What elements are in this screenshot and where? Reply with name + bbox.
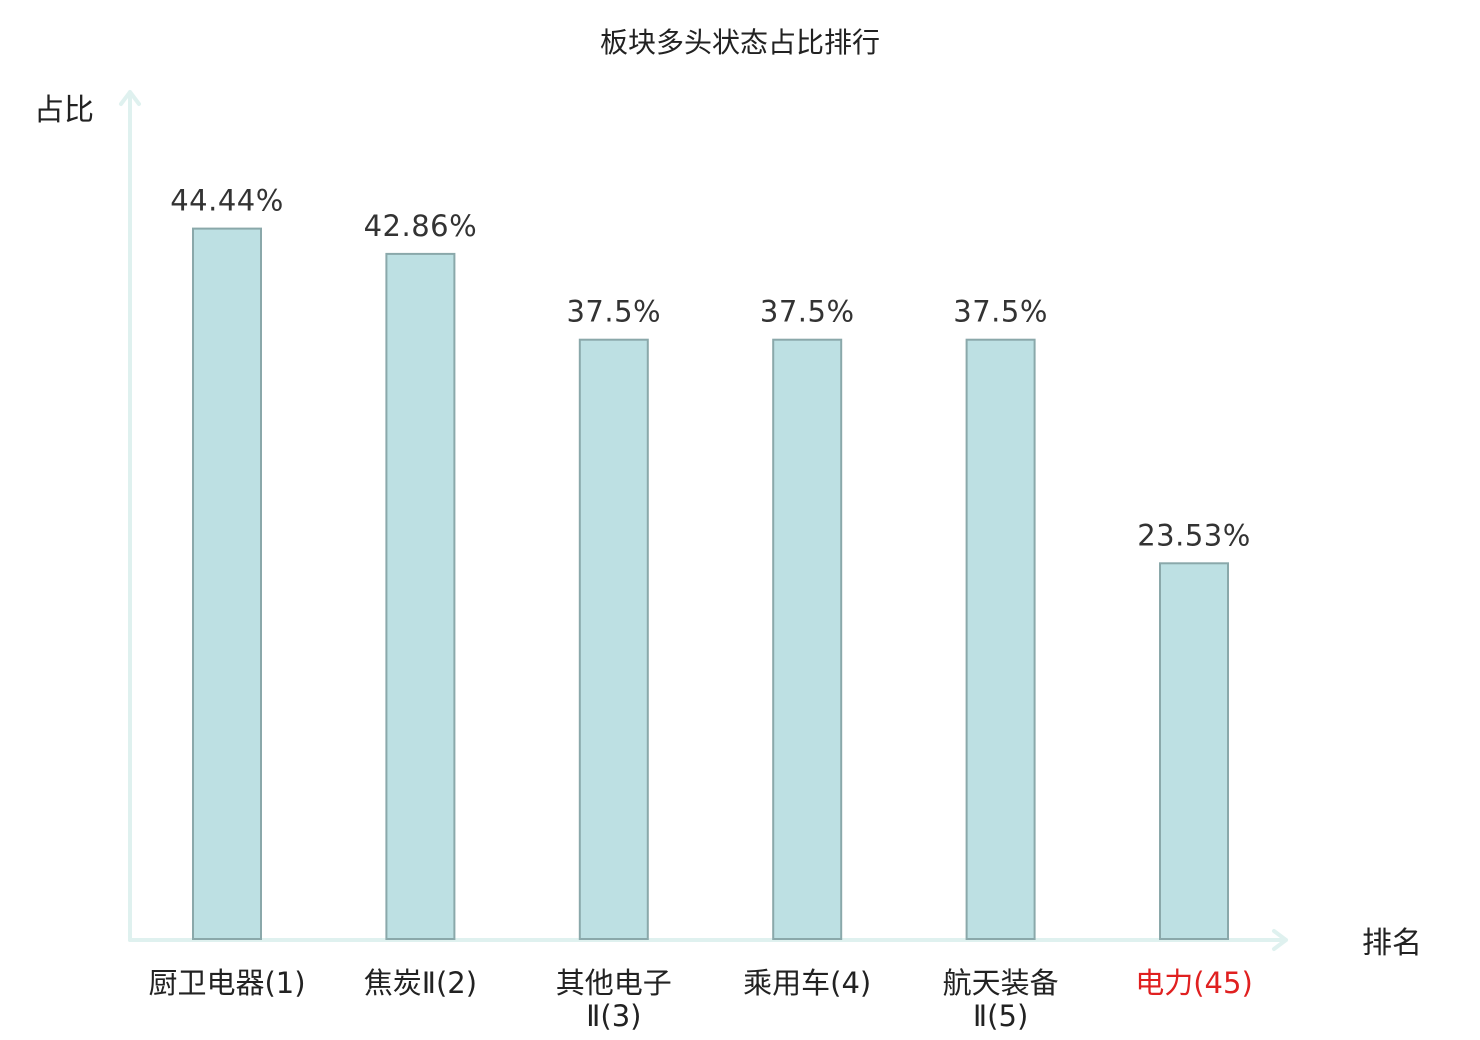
value-label-4: 37.5% <box>760 295 855 329</box>
chart-title: 板块多头状态占比排行 <box>600 26 880 59</box>
category-label-1: 厨卫电器(1) <box>148 966 305 1000</box>
x-axis-label: 排名 <box>1362 926 1422 961</box>
category-label-6: 电力(45) <box>1135 966 1253 1000</box>
value-label-5: 37.5% <box>953 295 1048 329</box>
y-axis-label: 占比 <box>34 93 94 128</box>
bar-5 <box>965 338 1036 940</box>
value-label-3: 37.5% <box>566 295 661 329</box>
bar-3 <box>578 338 649 940</box>
y-axis <box>119 90 141 942</box>
category-label-5: 航天装备 Ⅱ(5) <box>943 966 1059 1033</box>
value-label-1: 44.44% <box>170 184 284 218</box>
bar-4 <box>772 338 843 940</box>
value-labels-group: 44.44% 42.86% 37.5% 37.5% 37.5% 23.53% <box>170 184 1251 553</box>
category-label-4: 乘用车(4) <box>743 966 871 1000</box>
category-label-2: 焦炭Ⅱ(2) <box>364 966 477 1000</box>
bar-2 <box>385 252 456 940</box>
category-label-3: 其他电子 Ⅱ(3) <box>556 966 672 1033</box>
value-label-2: 42.86% <box>364 209 478 243</box>
value-label-6: 23.53% <box>1137 518 1251 552</box>
bar-6 <box>1159 562 1229 940</box>
bars-group <box>192 227 1229 941</box>
x-axis <box>128 929 1288 951</box>
bar-1 <box>192 227 262 941</box>
category-labels-group: 厨卫电器(1) 焦炭Ⅱ(2) 其他电子 Ⅱ(3) 乘用车(4) 航天装备 Ⅱ(5) 电力(45… <box>148 966 1252 1033</box>
